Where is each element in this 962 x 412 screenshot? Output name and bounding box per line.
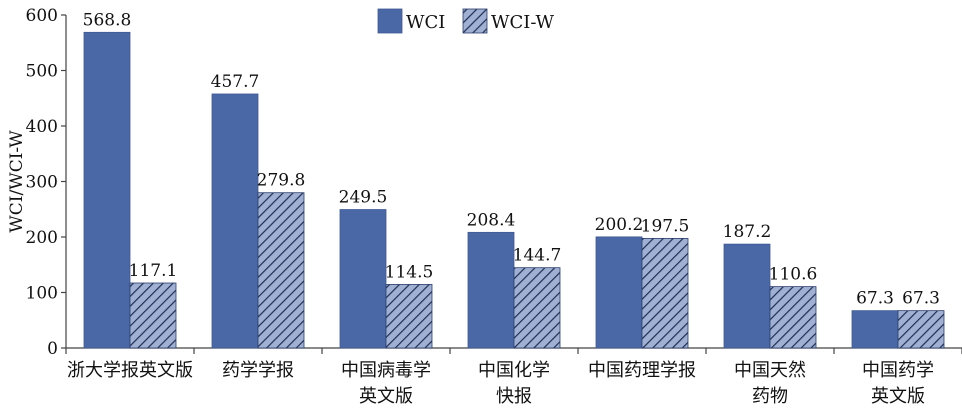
- data-label: 249.5: [339, 188, 388, 208]
- data-label: 110.6: [769, 265, 818, 285]
- bar-wci-w: [385, 284, 433, 349]
- y-tick-label: 300: [26, 173, 58, 193]
- data-label: 568.8: [83, 10, 132, 30]
- legend-swatch-wci: [377, 8, 403, 34]
- legend-swatch-wci-w: [462, 8, 488, 34]
- x-category-label: 中国天然: [734, 360, 806, 381]
- bar-wci-w: [513, 267, 561, 349]
- bar-wci-w: [897, 310, 945, 349]
- data-label: 187.2: [723, 222, 772, 242]
- y-axis-title: WCI/WCI-W: [7, 130, 27, 233]
- data-label: 457.7: [211, 72, 260, 92]
- plot-area: 0 100 200 300 400 500 600 WCI/WCI-W 568.8 457.7 24…: [7, 6, 962, 407]
- data-label: 67.3: [902, 289, 940, 309]
- bar-wci: [723, 243, 771, 349]
- bar-wci-w: [257, 192, 305, 349]
- x-category-label: 浙大学报英文版: [67, 360, 193, 381]
- bar-wci: [339, 209, 387, 349]
- x-category-label: 中国病毒学: [341, 360, 431, 381]
- bar-wci: [467, 231, 515, 349]
- x-category-label: 中国化学: [478, 360, 550, 381]
- y-tick-label: 0: [47, 339, 58, 359]
- x-category-label: 药物: [752, 386, 788, 407]
- data-label: 67.3: [856, 289, 894, 309]
- legend-label-wci-w: WCI-W: [491, 12, 554, 33]
- data-label: 208.4: [467, 210, 516, 230]
- bar-wci: [211, 93, 259, 349]
- data-label: 117.1: [129, 261, 178, 281]
- y-tick-label: 200: [26, 228, 58, 248]
- x-category-label: 药学学报: [222, 360, 294, 381]
- x-category-label: 英文版: [871, 386, 925, 407]
- data-label: 197.5: [641, 216, 690, 236]
- x-category-label: 中国药学: [862, 360, 934, 381]
- bar-wci: [595, 236, 643, 349]
- x-category-label: 快报: [496, 386, 532, 407]
- x-category-label: 英文版: [359, 386, 413, 407]
- legend-label-wci: WCI: [406, 12, 445, 33]
- bar-wci: [83, 31, 131, 349]
- y-tick-label: 600: [26, 6, 58, 26]
- y-tick-label: 100: [26, 284, 58, 304]
- x-category-label: 中国药理学报: [588, 360, 696, 381]
- y-tick-label: 500: [26, 62, 58, 82]
- data-label: 279.8: [257, 171, 306, 191]
- bar-wci: [851, 310, 899, 349]
- bar-wci-w: [129, 282, 177, 349]
- y-tick-label: 400: [26, 117, 58, 137]
- bar-wci-w: [641, 237, 689, 349]
- data-label: 200.2: [595, 215, 644, 235]
- bar-wci-w: [769, 286, 817, 349]
- data-label: 144.7: [513, 246, 562, 266]
- data-label: 114.5: [385, 262, 434, 282]
